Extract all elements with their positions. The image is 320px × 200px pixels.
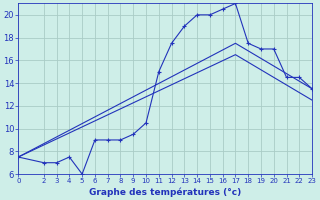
X-axis label: Graphe des températures (°c): Graphe des températures (°c) xyxy=(89,187,241,197)
